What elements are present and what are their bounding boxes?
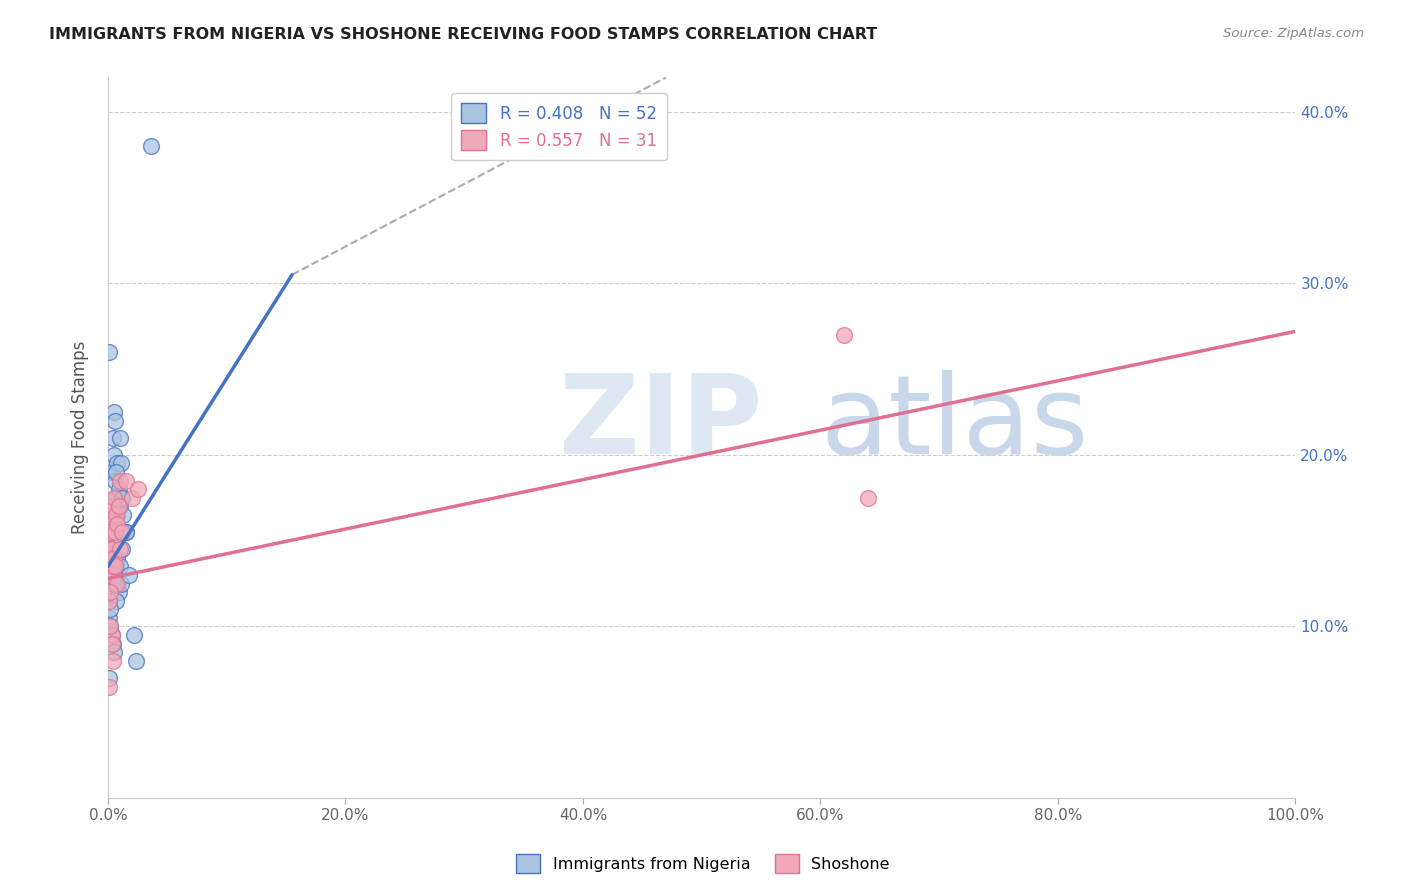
Point	[101, 559, 124, 574]
Point	[98, 550, 121, 565]
Point	[98, 671, 121, 685]
Point	[98, 550, 121, 565]
Point	[110, 457, 132, 471]
Point	[108, 542, 131, 557]
Point	[98, 593, 121, 607]
Point	[105, 559, 128, 574]
Point	[108, 474, 131, 488]
Point	[100, 628, 122, 642]
Point	[98, 593, 121, 607]
Point	[107, 508, 129, 522]
Point	[101, 637, 124, 651]
Point	[103, 550, 125, 565]
Point	[103, 491, 125, 505]
Point	[105, 593, 128, 607]
Point	[122, 628, 145, 642]
Point	[125, 654, 148, 668]
Point	[98, 525, 121, 540]
Point	[101, 431, 124, 445]
Point	[98, 568, 121, 582]
Point	[107, 576, 129, 591]
Point	[98, 568, 121, 582]
Point	[104, 414, 127, 428]
Point	[114, 474, 136, 488]
Point	[98, 525, 121, 540]
Point	[98, 680, 121, 694]
Point	[103, 448, 125, 462]
Point	[104, 525, 127, 540]
Point	[107, 482, 129, 496]
Point	[127, 482, 149, 496]
Point	[98, 611, 121, 625]
Point	[107, 500, 129, 514]
Point	[104, 533, 127, 548]
Point	[107, 516, 129, 531]
Text: atlas: atlas	[821, 370, 1090, 477]
Point	[107, 457, 129, 471]
Text: IMMIGRANTS FROM NIGERIA VS SHOSHONE RECEIVING FOOD STAMPS CORRELATION CHART: IMMIGRANTS FROM NIGERIA VS SHOSHONE RECE…	[49, 27, 877, 42]
Point	[101, 516, 124, 531]
Point	[101, 654, 124, 668]
Point	[856, 491, 879, 505]
Point	[105, 465, 128, 479]
Point	[121, 491, 143, 505]
Point	[832, 327, 855, 342]
Point	[100, 542, 122, 557]
Point	[104, 559, 127, 574]
Point	[114, 525, 136, 540]
Point	[100, 559, 122, 574]
Point	[98, 619, 121, 633]
Point	[100, 542, 122, 557]
Point	[98, 585, 121, 599]
Point	[103, 568, 125, 582]
Point	[111, 491, 134, 505]
Point	[108, 559, 131, 574]
Point	[139, 139, 162, 153]
Point	[114, 525, 136, 540]
Point	[104, 576, 127, 591]
Point	[100, 637, 122, 651]
Legend: R = 0.408   N = 52, R = 0.557   N = 31: R = 0.408 N = 52, R = 0.557 N = 31	[451, 93, 666, 161]
Point	[112, 508, 135, 522]
Point	[107, 500, 129, 514]
Point	[111, 542, 134, 557]
Point	[100, 465, 122, 479]
Point	[100, 508, 122, 522]
Point	[98, 542, 121, 557]
Point	[103, 405, 125, 419]
Point	[108, 431, 131, 445]
Point	[103, 645, 125, 659]
Point	[108, 500, 131, 514]
Point	[110, 576, 132, 591]
Text: ZIP: ZIP	[560, 370, 762, 477]
Text: Source: ZipAtlas.com: Source: ZipAtlas.com	[1223, 27, 1364, 40]
Point	[98, 619, 121, 633]
Point	[101, 500, 124, 514]
Point	[104, 474, 127, 488]
Point	[118, 568, 141, 582]
Legend: Immigrants from Nigeria, Shoshone: Immigrants from Nigeria, Shoshone	[510, 847, 896, 880]
Point	[105, 508, 128, 522]
Point	[111, 525, 134, 540]
Point	[105, 491, 128, 505]
Point	[107, 550, 129, 565]
Point	[98, 345, 121, 359]
Point	[103, 550, 125, 565]
Point	[107, 585, 129, 599]
Point	[111, 491, 134, 505]
Point	[100, 508, 122, 522]
Y-axis label: Receiving Food Stamps: Receiving Food Stamps	[72, 341, 89, 534]
Point	[101, 576, 124, 591]
Point	[98, 602, 121, 616]
Point	[100, 628, 122, 642]
